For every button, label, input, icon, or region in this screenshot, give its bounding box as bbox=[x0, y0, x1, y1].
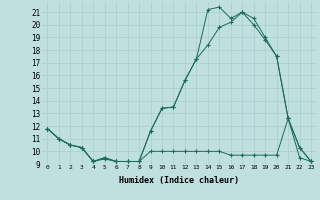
X-axis label: Humidex (Indice chaleur): Humidex (Indice chaleur) bbox=[119, 176, 239, 185]
